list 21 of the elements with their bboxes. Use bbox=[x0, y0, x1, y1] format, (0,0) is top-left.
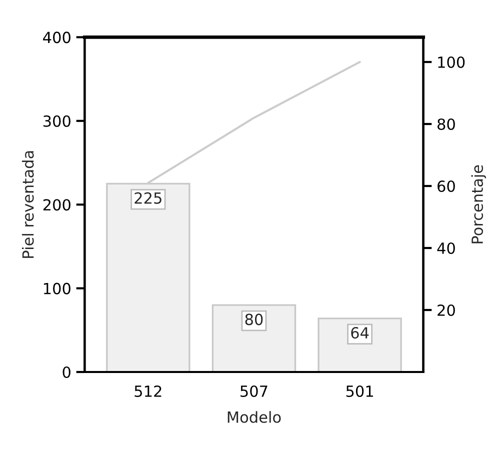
bar bbox=[318, 318, 402, 372]
data-label: 80 bbox=[245, 314, 263, 326]
y2-tick-label: 40 bbox=[437, 242, 455, 254]
y-tick-label: 200 bbox=[43, 199, 70, 211]
y2-tick-label: 100 bbox=[438, 56, 465, 68]
data-label: 225 bbox=[134, 192, 162, 204]
x-axis-title: Modelo bbox=[228, 411, 281, 423]
y2-tick-label: 20 bbox=[438, 304, 455, 316]
y-tick-label: 400 bbox=[43, 32, 70, 44]
y2-tick-label: 80 bbox=[438, 118, 455, 130]
bar bbox=[212, 304, 296, 372]
y2-tick-label: 60 bbox=[438, 180, 455, 192]
y-tick-label: 100 bbox=[44, 282, 70, 294]
y-axis-title: Piel reventada bbox=[22, 151, 34, 258]
y2-axis-title: Porcentaje bbox=[471, 165, 486, 244]
y-tick-label: 300 bbox=[43, 115, 70, 127]
x-tick-label: 501 bbox=[346, 385, 373, 398]
x-tick-label: 512 bbox=[134, 385, 162, 398]
y-tick-label: 0 bbox=[62, 366, 70, 378]
x-tick-label: 507 bbox=[240, 385, 268, 398]
data-label: 64 bbox=[351, 327, 369, 339]
